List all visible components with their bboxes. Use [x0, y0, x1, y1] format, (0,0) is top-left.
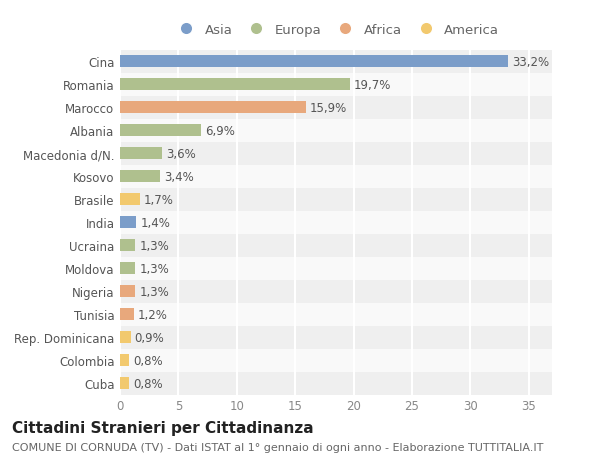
Bar — [120, 96, 552, 119]
Bar — [120, 124, 200, 137]
Bar — [120, 56, 508, 68]
Bar — [120, 326, 552, 349]
Bar — [120, 234, 552, 257]
Bar — [120, 170, 160, 183]
Text: 3,6%: 3,6% — [166, 147, 196, 160]
Text: 0,9%: 0,9% — [134, 331, 164, 344]
Bar — [120, 285, 135, 298]
Bar — [120, 165, 552, 188]
Bar — [120, 331, 131, 344]
Bar — [120, 78, 350, 91]
Bar — [120, 101, 305, 114]
Bar — [120, 147, 162, 160]
Bar — [120, 50, 552, 73]
Text: Cittadini Stranieri per Cittadinanza: Cittadini Stranieri per Cittadinanza — [12, 420, 314, 435]
Text: 1,3%: 1,3% — [139, 239, 169, 252]
Text: 15,9%: 15,9% — [310, 101, 347, 114]
Bar — [120, 211, 552, 234]
Bar — [120, 280, 552, 303]
Bar — [120, 193, 140, 206]
Text: 0,8%: 0,8% — [133, 377, 163, 390]
Text: 19,7%: 19,7% — [354, 78, 391, 91]
Bar — [120, 257, 552, 280]
Bar — [120, 73, 552, 96]
Bar — [120, 262, 135, 275]
Text: 0,8%: 0,8% — [133, 354, 163, 367]
Text: COMUNE DI CORNUDA (TV) - Dati ISTAT al 1° gennaio di ogni anno - Elaborazione TU: COMUNE DI CORNUDA (TV) - Dati ISTAT al 1… — [12, 442, 544, 452]
Bar — [120, 142, 552, 165]
Bar — [120, 354, 130, 367]
Bar — [120, 239, 135, 252]
Bar — [120, 308, 134, 321]
Text: 1,2%: 1,2% — [138, 308, 168, 321]
Text: 6,9%: 6,9% — [205, 124, 235, 137]
Bar — [120, 303, 552, 326]
Bar — [120, 349, 552, 372]
Text: 1,3%: 1,3% — [139, 285, 169, 298]
Bar — [120, 372, 552, 395]
Bar — [120, 188, 552, 211]
Text: 1,4%: 1,4% — [140, 216, 170, 229]
Text: 1,7%: 1,7% — [144, 193, 174, 206]
Legend: Asia, Europa, Africa, America: Asia, Europa, Africa, America — [173, 24, 499, 37]
Text: 3,4%: 3,4% — [164, 170, 194, 183]
Bar — [120, 119, 552, 142]
Text: 1,3%: 1,3% — [139, 262, 169, 275]
Bar — [120, 216, 136, 229]
Bar — [120, 377, 130, 390]
Text: 33,2%: 33,2% — [512, 56, 549, 68]
